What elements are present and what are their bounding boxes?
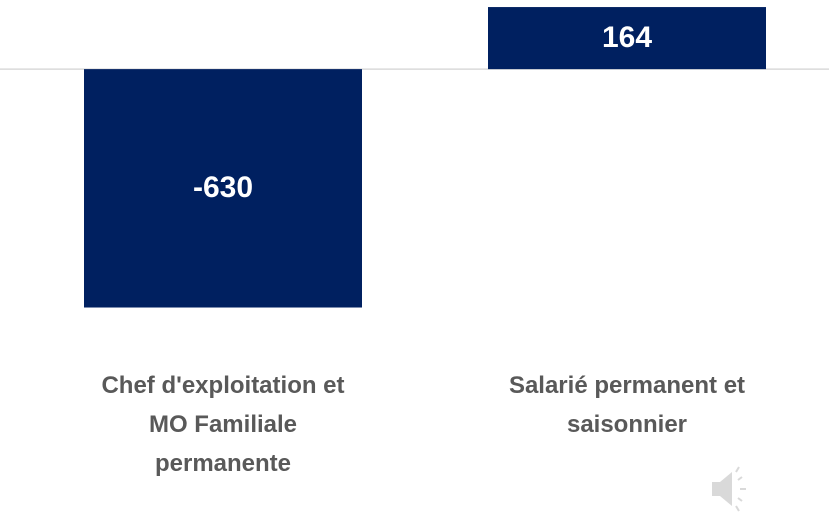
bar <box>84 69 362 308</box>
category-label: Salarié permanent et saisonnier <box>508 372 746 438</box>
speaker-icon <box>712 466 746 512</box>
category-label: Chef d'exploitation et MO Familiale perm… <box>101 372 345 477</box>
value-label: -630 <box>193 171 253 204</box>
bar <box>488 7 766 70</box>
value-label: 164 <box>602 21 652 54</box>
